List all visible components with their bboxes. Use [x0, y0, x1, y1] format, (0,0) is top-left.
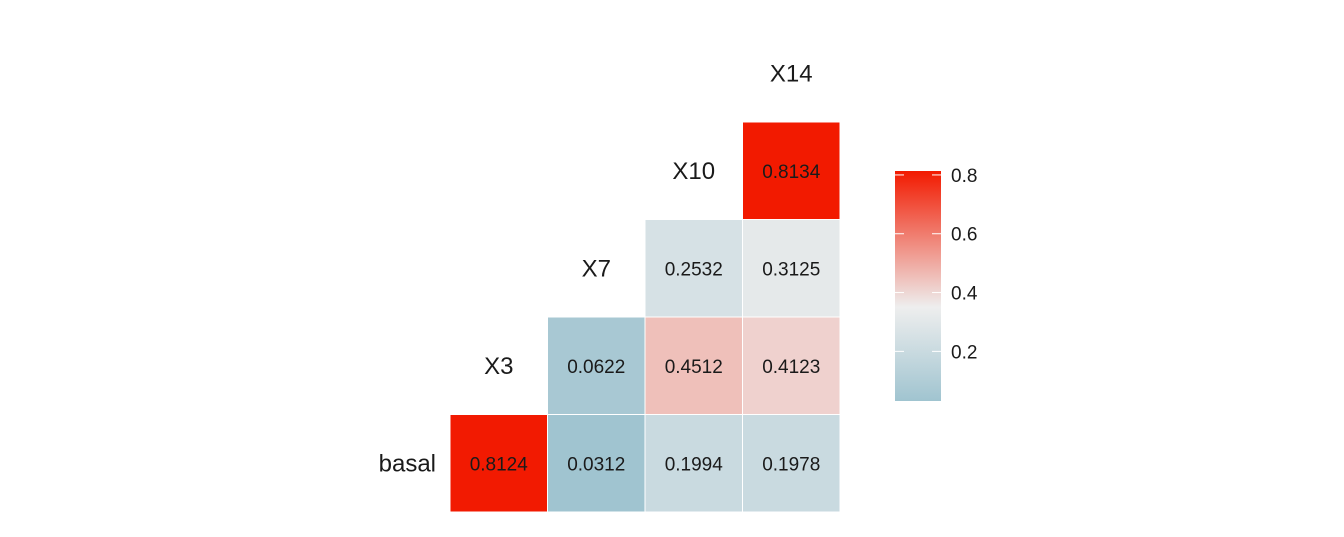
heatmap-cell	[742, 219, 841, 318]
heatmap-cell	[644, 219, 743, 318]
cell-value-label: 0.8134	[762, 162, 821, 183]
variable-label: X7	[582, 255, 611, 282]
cell-value-label: 0.1994	[665, 454, 724, 475]
legend-colorbar	[895, 171, 941, 401]
legend-tick-label: 0.6	[951, 225, 977, 246]
variable-label: X3	[484, 353, 513, 380]
cell-value-label: 0.0622	[567, 357, 625, 378]
heatmap-cell	[742, 316, 841, 415]
variable-label: basal	[379, 450, 436, 477]
variable-labels: basal X3 X7 X10 X14	[379, 60, 813, 477]
heatmap-cell	[742, 414, 841, 513]
cell-value-label: 0.8124	[470, 454, 529, 475]
legend-tick-label: 0.4	[951, 284, 978, 305]
cell-value-label: 0.0312	[567, 454, 625, 475]
legend-tick-label: 0.8	[951, 166, 977, 187]
heatmap-cell	[547, 414, 646, 513]
heatmap-cell	[449, 414, 548, 513]
color-legend: 0.2 0.4 0.6 0.8	[895, 166, 978, 401]
variable-label: X14	[770, 60, 813, 87]
cell-value-label: 0.4512	[665, 357, 723, 378]
cell-value-label: 0.2532	[665, 259, 723, 280]
heatmap-cell	[644, 316, 743, 415]
heatmap-cell	[742, 121, 841, 220]
heatmap-cell	[547, 316, 646, 415]
variable-label: X10	[672, 158, 715, 185]
cell-value-label: 0.1978	[762, 454, 820, 475]
cell-value-label: 0.4123	[762, 357, 820, 378]
cell-value-label: 0.3125	[762, 259, 820, 280]
legend-tick-label: 0.2	[951, 342, 977, 363]
heatmap-cells: 0.8124 0.0312 0.1994 0.1978 0.0622 0.4512 0.41…	[449, 121, 841, 513]
